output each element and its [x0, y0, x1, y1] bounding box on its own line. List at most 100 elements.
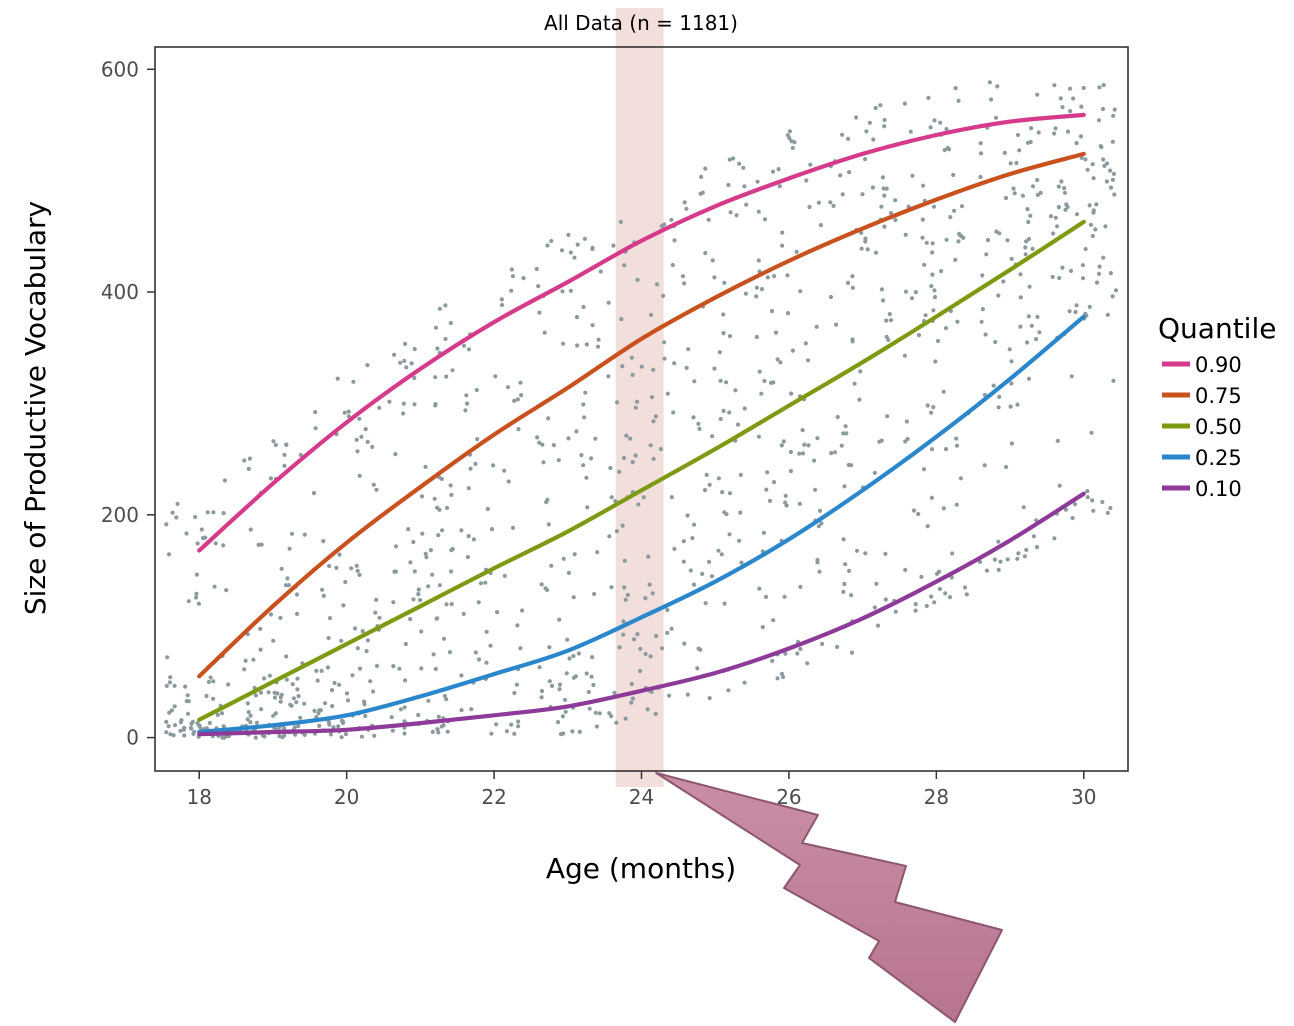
data-point [484, 660, 489, 665]
data-point [419, 494, 425, 499]
data-point [185, 711, 191, 716]
y-tick-label: 200 [101, 503, 139, 527]
data-point [932, 118, 937, 123]
data-point [435, 727, 440, 732]
data-point [537, 665, 542, 670]
data-point [537, 310, 542, 315]
data-point [945, 145, 950, 151]
data-point [302, 532, 307, 537]
data-point [296, 724, 301, 729]
data-point [943, 326, 949, 331]
data-point [219, 711, 225, 716]
data-point [1074, 141, 1079, 146]
data-point [1090, 233, 1095, 239]
data-point [282, 452, 287, 457]
data-point [1016, 551, 1021, 556]
data-point [392, 352, 397, 357]
data-point [1097, 85, 1102, 90]
data-point [939, 269, 944, 274]
quantile-line-0.50 [197, 219, 1086, 722]
data-point [924, 603, 929, 609]
data-point [615, 400, 620, 405]
data-point [681, 539, 686, 544]
data-point [1087, 203, 1092, 208]
data-point [742, 680, 747, 685]
data-point [744, 202, 749, 207]
data-point [937, 586, 943, 592]
data-point [1055, 224, 1060, 229]
data-point [581, 402, 586, 407]
data-point [443, 336, 448, 342]
data-point [721, 312, 726, 317]
data-point [173, 723, 178, 728]
data-point [979, 319, 984, 324]
scatter-points [164, 80, 1119, 740]
data-point [649, 395, 655, 400]
data-point [226, 682, 231, 687]
data-point [685, 513, 690, 518]
data-point [271, 439, 276, 444]
data-point [925, 524, 930, 529]
data-point [416, 712, 421, 718]
data-point [1112, 192, 1117, 197]
data-point [1062, 190, 1068, 195]
data-point [944, 127, 949, 132]
data-point [254, 720, 259, 726]
data-point [519, 393, 524, 398]
data-point [1028, 213, 1033, 218]
data-point [636, 502, 641, 507]
data-point [692, 379, 697, 384]
data-point [539, 695, 544, 700]
data-point [795, 651, 800, 656]
data-point [566, 436, 571, 441]
data-point [993, 115, 999, 120]
data-point [412, 569, 417, 574]
data-point [311, 491, 317, 496]
data-point [393, 544, 399, 549]
data-point [859, 246, 864, 251]
data-point [802, 442, 807, 447]
data-point [893, 609, 898, 614]
data-point [1085, 167, 1090, 172]
data-point [904, 419, 910, 424]
data-point [816, 200, 822, 205]
data-point [404, 365, 409, 370]
data-point [575, 343, 580, 348]
data-point [1052, 131, 1057, 136]
data-point [433, 666, 438, 672]
data-point [541, 460, 546, 465]
data-point [275, 691, 280, 696]
data-point [515, 397, 520, 402]
data-point [402, 719, 407, 724]
data-point [282, 726, 287, 731]
data-point [365, 363, 370, 368]
data-point [593, 710, 598, 715]
data-point [391, 600, 396, 605]
data-point [841, 589, 846, 595]
data-point [1035, 92, 1040, 97]
data-point [242, 667, 247, 672]
data-point [289, 531, 295, 536]
data-point [651, 456, 656, 461]
data-point [646, 554, 651, 559]
data-point [653, 711, 658, 717]
data-point [1102, 163, 1107, 168]
data-point [621, 455, 627, 461]
data-point [665, 607, 670, 613]
data-point [579, 453, 584, 458]
data-point [948, 215, 953, 220]
data-point [253, 693, 258, 698]
data-point [712, 366, 717, 371]
data-point [731, 156, 736, 161]
data-point [561, 556, 566, 561]
data-point [717, 350, 722, 355]
data-point [633, 453, 638, 458]
data-point [882, 224, 887, 229]
data-point [835, 644, 840, 650]
data-point [645, 707, 650, 712]
data-point [623, 716, 628, 721]
data-point [590, 245, 595, 250]
data-point [555, 720, 561, 725]
data-point [706, 559, 712, 564]
data-point [179, 718, 184, 723]
